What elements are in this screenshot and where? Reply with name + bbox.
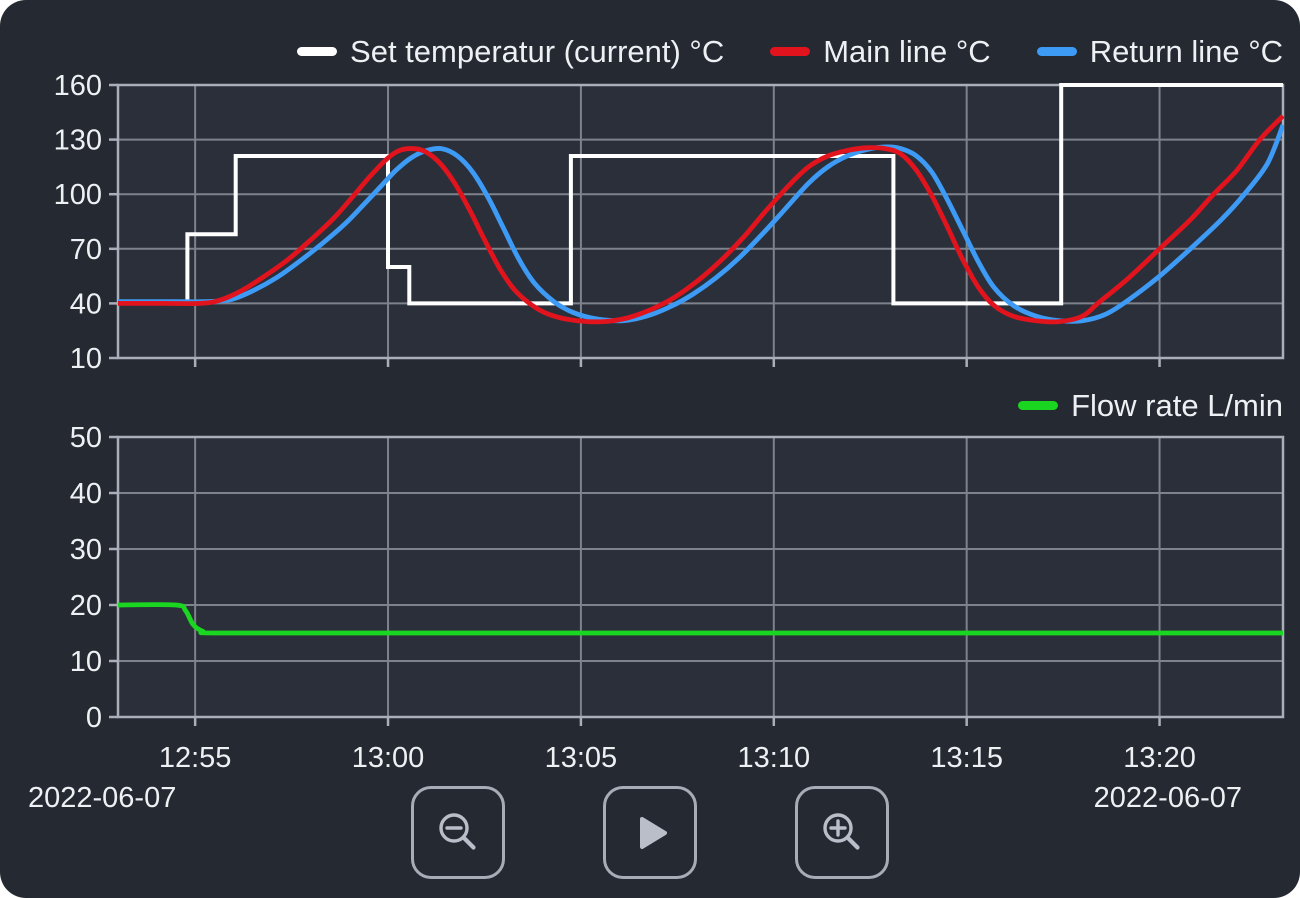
x-tick-label: 13:15: [930, 742, 1003, 774]
x-tick-label: 12:55: [159, 742, 232, 774]
series-line-0: [117, 602, 1283, 636]
temperature-legend: Set temperatur (current) °C Main line °C…: [120, 35, 1283, 68]
series-group: [118, 83, 1284, 325]
y-tick-label: 20: [70, 590, 102, 622]
magnifier-plus-icon: [823, 812, 860, 850]
x-tick-label: 13:10: [738, 742, 811, 774]
legend-item-return-line: Return line °C: [1036, 34, 1283, 69]
flow-rate-swatch: [1018, 401, 1059, 410]
x-tick-label: 13:00: [352, 742, 425, 774]
legend-label-flow-rate: Flow rate L/min: [1071, 388, 1283, 423]
legend-label-set-temperature: Set temperatur (current) °C: [350, 34, 725, 69]
legend-item-main-line: Main line °C: [770, 34, 991, 69]
x-tick-label: 13:05: [545, 742, 618, 774]
y-tick-label: 130: [54, 125, 102, 157]
y-tick-label: 30: [70, 534, 102, 566]
y-tick-label: 160: [54, 70, 102, 102]
y-tick-label: 70: [70, 234, 102, 266]
trend-controls: [0, 786, 1300, 879]
set-temperature-swatch: [297, 47, 338, 56]
return-line-swatch: [1036, 47, 1077, 56]
legend-item-set-temperature: Set temperatur (current) °C: [297, 35, 724, 68]
legend-label-main-line: Main line °C: [823, 34, 991, 69]
plot-border: [116, 83, 1285, 360]
y-tick-label: 50: [70, 422, 102, 454]
play-icon: [640, 816, 667, 849]
plot-area-flow-trend[interactable]: [118, 437, 1283, 717]
date-label-left: 2022-06-07: [28, 782, 177, 814]
y-tick-label: 40: [70, 478, 102, 510]
date-label-right: 2022-06-07: [1093, 782, 1242, 814]
flow-legend: Flow rate L/min: [120, 389, 1283, 422]
plot-border: [116, 435, 1285, 719]
x-tick-label: 13:20: [1123, 742, 1196, 774]
zoom-in-button[interactable]: [795, 786, 889, 879]
play-button[interactable]: [603, 786, 697, 879]
y-tick-label: 0: [86, 702, 102, 734]
y-tick-label: 10: [70, 646, 102, 678]
legend-item-flow-rate: Flow rate L/min: [1018, 389, 1283, 422]
main-line-swatch: [770, 47, 811, 56]
series-line-0: [118, 83, 1283, 306]
zoom-out-button[interactable]: [411, 786, 505, 879]
series-line-1: [118, 114, 1284, 325]
legend-label-return-line: Return line °C: [1089, 34, 1283, 69]
series-group: [117, 602, 1283, 636]
y-tick-label: 100: [54, 179, 102, 211]
y-tick-label: 10: [70, 343, 102, 375]
plot-area-temperature-trend[interactable]: [118, 85, 1283, 358]
y-tick-label: 40: [70, 288, 102, 320]
magnifier-minus-icon: [439, 812, 476, 850]
